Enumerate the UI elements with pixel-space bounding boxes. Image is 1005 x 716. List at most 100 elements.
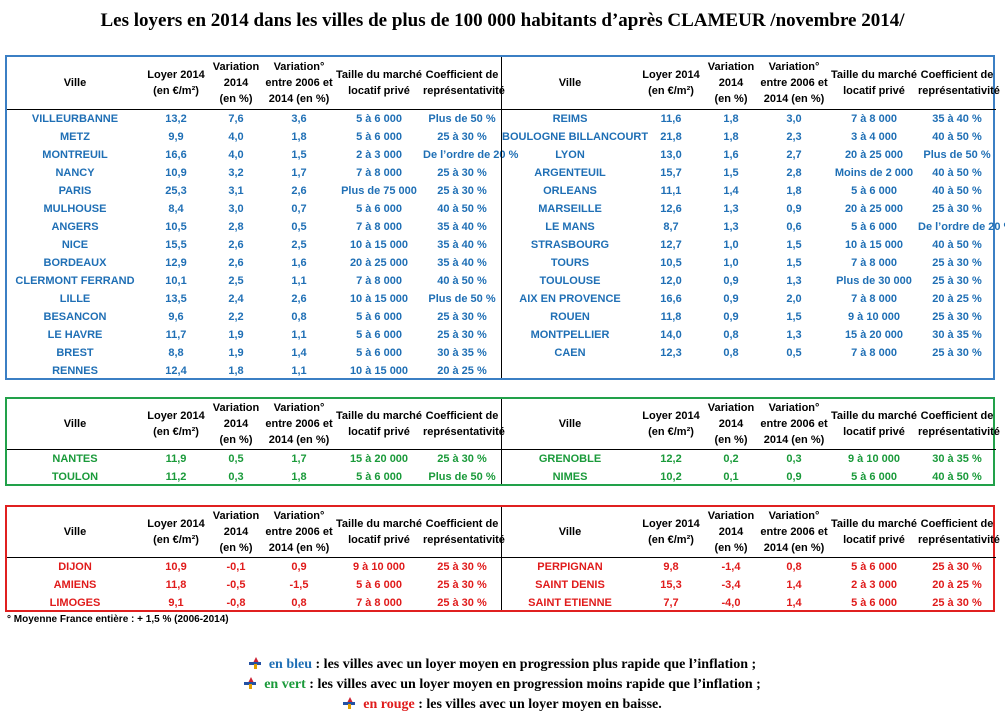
header-line: Variation	[212, 509, 260, 522]
rent-cell: 11,1	[660, 184, 682, 197]
header-line: 2014 (en %)	[268, 433, 330, 446]
representativity-cell: 25 à 30 %	[932, 310, 982, 323]
city-cell: PERPIGNAN	[537, 560, 603, 573]
header-line: (en %)	[714, 541, 748, 554]
header-line: Variation°	[273, 60, 325, 73]
table-row: SAINT ETIENNE 7,7 -4,0 1,4 5 à 6 000 25 à 30 …	[502, 594, 996, 612]
header-ville: Ville	[7, 399, 143, 450]
header-line: Variation	[707, 509, 755, 522]
table-row: AMIENS 11,8 -0,5 -1,5 5 à 6 000 25 à 30 %	[7, 576, 501, 594]
header-line: Variation	[212, 401, 260, 414]
market-size-cell: 5 à 6 000	[851, 184, 897, 197]
table-row: CLERMONT FERRAND 10,1 2,5 1,1 7 à 8 000 40 à …	[7, 272, 501, 290]
rent-cell: 13,0	[660, 148, 682, 161]
city-cell: MULHOUSE	[43, 202, 107, 215]
variation-2014-cell: 0,8	[723, 328, 739, 341]
header-line: (en %)	[219, 433, 253, 446]
rent-cell: 8,8	[168, 346, 184, 359]
representativity-cell: 40 à 50 %	[932, 470, 982, 483]
table-row: LILLE 13,5 2,4 2,6 10 à 15 000 Plus de 50 %	[7, 290, 501, 308]
header-taille-marche: Taille du marché locatif privé	[830, 399, 918, 450]
header-line: Taille du marché	[336, 409, 422, 422]
representativity-cell: 25 à 30 %	[932, 560, 982, 573]
header-coefficient: Coefficient de représentativité	[918, 57, 1000, 110]
header-loyer: Loyer 2014 (en €/m²)	[143, 57, 209, 110]
page-title: Les loyers en 2014 dans les villes de pl…	[100, 10, 905, 31]
table-row: PERPIGNAN 9,8 -1,4 0,8 5 à 6 000 25 à 30 %	[502, 557, 996, 576]
city-cell: BORDEAUX	[43, 256, 107, 269]
header-line: représentativité	[918, 84, 1000, 97]
variation-2014-cell: 1,8	[723, 130, 739, 143]
header-line: (en €/m²)	[153, 533, 199, 546]
header-line: (en €/m²)	[648, 84, 694, 97]
header-ville: Ville	[7, 507, 143, 558]
market-size-cell: 10 à 15 000	[844, 238, 904, 251]
table-row: DIJON 10,9 -0,1 0,9 9 à 10 000 25 à 30 %	[7, 557, 501, 576]
rent-cell: 16,6	[165, 148, 187, 161]
header-line: Loyer 2014	[642, 68, 700, 81]
variation-2006-2014-cell: 0,8	[291, 596, 307, 609]
header-ville: Ville	[502, 507, 638, 558]
market-size-cell: Moins de 2 000	[834, 166, 914, 179]
header-line: entre 2006 et	[760, 76, 828, 89]
representativity-cell: 25 à 30 %	[437, 130, 487, 143]
rent-table: Ville Loyer 2014 (en €/m²) Variation 2014 (en…	[7, 507, 505, 612]
table-row: NANCY 10,9 3,2 1,7 7 à 8 000 25 à 30 %	[7, 164, 501, 182]
market-size-cell: 5 à 6 000	[851, 560, 897, 573]
variation-2014-cell: -0,1	[226, 560, 246, 573]
rent-cell: 12,9	[165, 256, 187, 269]
header-line: Variation°	[273, 509, 325, 522]
legend-line-red: en rouge : les villes avec un loyer moye…	[0, 695, 1005, 715]
header-line: Variation	[707, 401, 755, 414]
representativity-cell: 25 à 30 %	[932, 596, 982, 609]
variation-2014-cell: 2,6	[228, 238, 244, 251]
table-row: BREST 8,8 1,9 1,4 5 à 6 000 30 à 35 %	[7, 344, 501, 362]
rent-cell: 21,8	[660, 130, 682, 143]
rent-cell: 12,2	[660, 452, 682, 465]
variation-2006-2014-cell: 0,9	[786, 470, 802, 483]
table-row: TOULON 11,2 0,3 1,8 5 à 6 000 Plus de 50 %	[7, 468, 501, 486]
header-variation: Variation 2014 (en %)	[704, 57, 758, 110]
market-size-cell: 7 à 8 000	[356, 220, 402, 233]
variation-2006-2014-cell: 1,7	[291, 166, 307, 179]
rent-cell: 12,4	[165, 364, 187, 377]
market-size-cell: 15 à 20 000	[844, 328, 904, 341]
representativity-cell: 25 à 30 %	[932, 202, 982, 215]
representativity-cell: 40 à 50 %	[932, 166, 982, 179]
header-line: Variation°	[768, 401, 820, 414]
red-right-table: Ville Loyer 2014 (en €/m²) Variation 2014 (en…	[501, 507, 1000, 612]
rent-cell: 14,0	[660, 328, 682, 341]
rent-cell: 11,9	[165, 452, 187, 465]
header-line: 2014	[223, 417, 249, 430]
rent-table: Ville Loyer 2014 (en €/m²) Variation 2014 (en…	[7, 399, 505, 486]
representativity-cell: 40 à 50 %	[932, 238, 982, 251]
variation-2014-cell: -3,4	[721, 578, 741, 591]
representativity-cell: 35 à 40 %	[437, 238, 487, 251]
header-line: 2014	[223, 76, 249, 89]
blue-right-table: Ville Loyer 2014 (en €/m²) Variation 2014 (en…	[501, 57, 1005, 378]
city-cell: SAINT ETIENNE	[528, 596, 612, 609]
variation-2006-2014-cell: 1,3	[786, 274, 802, 287]
rent-cell: 16,6	[660, 292, 682, 305]
header-line: Coefficient de	[425, 517, 499, 530]
header-line: locatif privé	[348, 425, 410, 438]
header-line: 2014 (en %)	[268, 92, 330, 105]
variation-2006-2014-cell: 1,7	[291, 452, 307, 465]
representativity-cell: 20 à 25 %	[932, 292, 982, 305]
city-cell: LE MANS	[545, 220, 595, 233]
header-line: 2014	[718, 525, 744, 538]
variation-2014-cell: 2,2	[228, 310, 244, 323]
city-cell: CAEN	[554, 346, 586, 359]
table-row: CAEN 12,3 0,8 0,5 7 à 8 000 25 à 30 %	[502, 344, 996, 362]
representativity-cell: Plus de 50 %	[428, 292, 496, 305]
city-cell: REIMS	[552, 112, 588, 125]
header-line: représentativité	[423, 84, 505, 97]
city-cell: LYON	[555, 148, 585, 161]
market-size-cell: Plus de 30 000	[836, 274, 912, 287]
rent-cell: 9,1	[168, 596, 184, 609]
variation-2014-cell: 2,5	[228, 274, 244, 287]
city-cell: RENNES	[52, 364, 98, 377]
header-taille-marche: Taille du marché locatif privé	[830, 507, 918, 558]
market-size-cell: 2 à 3 000	[851, 578, 897, 591]
header-line: entre 2006 et	[760, 525, 828, 538]
